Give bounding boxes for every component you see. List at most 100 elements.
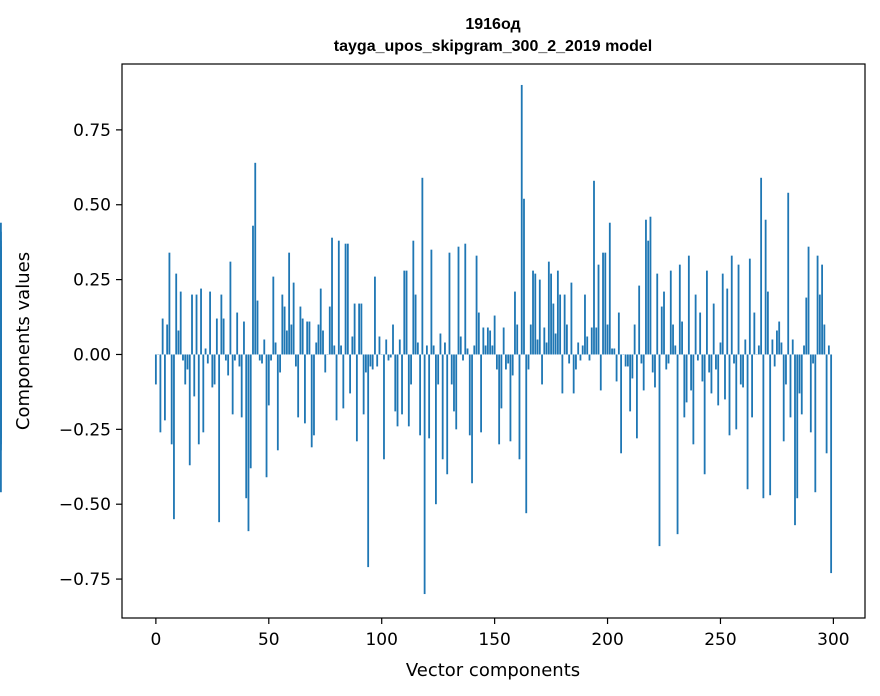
- bar-219: [649, 216, 652, 355]
- chart-subtitle: tayga_upos_skipgram_300_2_2019 model: [334, 38, 652, 55]
- bar-96: [371, 354, 374, 370]
- bar-113: [410, 354, 412, 385]
- bar-110: [403, 270, 406, 355]
- bar-291: [812, 354, 814, 364]
- bar-120: [425, 345, 428, 355]
- bar-280: [787, 192, 790, 355]
- bar-148: [489, 330, 492, 355]
- bar-49: [265, 354, 268, 478]
- bar-275: [776, 330, 778, 355]
- bar-243: [703, 354, 706, 475]
- plot-frame: [121, 63, 866, 619]
- bar-107: [396, 354, 399, 427]
- bar-19: [197, 354, 200, 445]
- bar-46: [258, 354, 261, 361]
- bar-112: [407, 354, 410, 427]
- bar-180: [561, 354, 564, 394]
- bar-4: [164, 354, 166, 421]
- bar-295: [821, 264, 823, 355]
- bar-228: [669, 270, 672, 355]
- bar-288: [805, 297, 808, 355]
- bar-144: [480, 354, 482, 433]
- bar-11: [179, 291, 182, 355]
- bar-42: [249, 354, 252, 469]
- bar-238: [692, 354, 695, 445]
- bar-216: [642, 354, 645, 391]
- bar-201: [608, 222, 611, 355]
- bar-161: [518, 354, 521, 460]
- bar-158: [511, 354, 514, 376]
- bar-154: [502, 327, 505, 355]
- bar-102: [385, 339, 388, 355]
- bar-244: [706, 270, 708, 355]
- bar-254: [728, 354, 731, 436]
- bar-58: [285, 330, 288, 355]
- bar-143: [477, 312, 480, 355]
- bar-9: [175, 273, 178, 355]
- y-axis-label: Components values: [13, 252, 34, 430]
- bar-123: [432, 345, 435, 355]
- bar-236: [687, 255, 690, 355]
- bar-202: [611, 348, 613, 355]
- bar-172: [543, 327, 546, 355]
- bar-196: [597, 264, 600, 355]
- bar-35: [234, 354, 236, 361]
- bar-3: [161, 318, 164, 355]
- bar-150: [493, 315, 496, 355]
- bar-299: [830, 354, 833, 574]
- bar-212: [633, 324, 636, 355]
- bar-140: [471, 354, 473, 484]
- bar-68: [308, 321, 311, 355]
- bar-122: [430, 249, 433, 355]
- bar-289: [807, 246, 810, 355]
- bar-191: [586, 336, 589, 355]
- bar-164: [525, 354, 528, 514]
- bar-169: [536, 339, 539, 355]
- bar-59: [288, 252, 291, 355]
- bar-136: [462, 354, 464, 361]
- bar-47: [261, 354, 263, 364]
- bar-173: [545, 342, 548, 355]
- bar-223: [658, 354, 661, 547]
- bar-66: [304, 354, 306, 424]
- bar-222: [656, 273, 659, 355]
- bar-192: [588, 354, 591, 361]
- x-axis-label: Vector components: [406, 660, 580, 681]
- bars-group: [0, 84, 833, 595]
- bar-129: [446, 354, 449, 475]
- bar-149: [491, 345, 494, 355]
- bar-141: [473, 345, 476, 355]
- bar-156: [507, 354, 510, 364]
- bar-29: [220, 294, 223, 355]
- bar-5: [166, 324, 169, 355]
- bar-8: [173, 354, 175, 520]
- bar-109: [401, 354, 403, 415]
- bar-263: [748, 258, 751, 355]
- bar-18: [195, 294, 198, 355]
- x-tick-label: 250: [704, 630, 736, 650]
- bar-7: [170, 354, 173, 445]
- bar-13: [184, 354, 187, 385]
- bar-104: [389, 354, 392, 358]
- bar-211: [631, 354, 634, 379]
- bar-252: [724, 354, 726, 400]
- bar-146: [484, 345, 487, 355]
- bar-194: [593, 180, 595, 355]
- bar-256: [733, 354, 735, 364]
- bar-182: [565, 324, 568, 355]
- bar-193: [590, 327, 593, 355]
- bar-95: [369, 354, 372, 367]
- bar-142: [475, 255, 478, 355]
- y-tick-label: 0.00: [73, 345, 111, 365]
- bar-0: [154, 354, 157, 385]
- bar-167: [532, 270, 534, 355]
- bar-70: [313, 354, 315, 436]
- bar-2: [159, 354, 162, 433]
- bar-20: [200, 288, 202, 355]
- bar-214: [638, 285, 641, 355]
- x-tick-label: 150: [478, 630, 510, 650]
- bar-116: [416, 342, 419, 355]
- bar-101: [383, 354, 385, 460]
- bar-331: [0, 354, 2, 451]
- bar-135: [459, 336, 462, 355]
